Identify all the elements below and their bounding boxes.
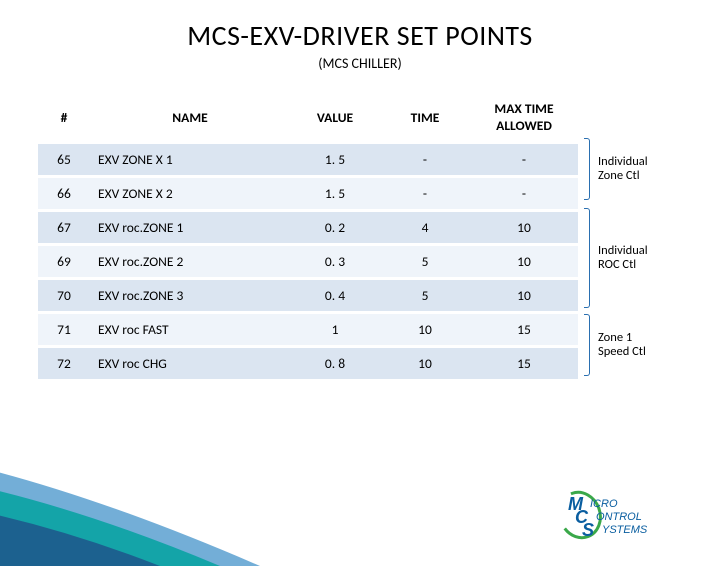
value-cell: 0. 3	[290, 246, 380, 277]
num-cell: 70	[38, 280, 90, 311]
logo-line3: YSTEMS	[602, 524, 648, 536]
table-row: 70EXV roc.ZONE 30. 4510	[38, 280, 578, 311]
page-subtitle: (MCS CHILLER)	[0, 55, 720, 72]
bracket	[584, 314, 590, 376]
value-cell: 1. 5	[290, 178, 380, 209]
svg-text:C: C	[575, 507, 589, 527]
num-cell: 66	[38, 178, 90, 209]
time-cell: -	[380, 178, 470, 209]
col-header-value: VALUE	[290, 93, 380, 141]
max-cell: 15	[470, 348, 578, 379]
col-header-max: MAX TIME ALLOWED	[470, 93, 578, 141]
table-row: 71EXV roc FAST11015	[38, 314, 578, 345]
max-cell: 10	[470, 280, 578, 311]
logo-line1: ICRO	[590, 498, 618, 510]
table-row: 72EXV roc CHG0. 81015	[38, 348, 578, 379]
logo-line2: ONTROL	[596, 511, 642, 523]
num-cell: 65	[38, 144, 90, 175]
num-cell: 71	[38, 314, 90, 345]
setpoints-table: # NAME VALUE TIME MAX TIME ALLOWED 65EXV…	[38, 90, 578, 382]
name-cell: EXV ZONE X 1	[90, 144, 290, 175]
num-cell: 67	[38, 212, 90, 243]
time-cell: 5	[380, 246, 470, 277]
value-cell: 1	[290, 314, 380, 345]
num-cell: 69	[38, 246, 90, 277]
max-cell: -	[470, 144, 578, 175]
main-content: # NAME VALUE TIME MAX TIME ALLOWED 65EXV…	[0, 90, 720, 382]
decorative-swoosh	[0, 448, 300, 568]
mcs-logo: M C S ICRO ONTROL YSTEMS	[558, 490, 698, 540]
time-cell: 10	[380, 314, 470, 345]
name-cell: EXV roc.ZONE 2	[90, 246, 290, 277]
svg-text:S: S	[582, 520, 594, 540]
num-cell: 72	[38, 348, 90, 379]
name-cell: EXV roc FAST	[90, 314, 290, 345]
max-cell: 10	[470, 246, 578, 277]
annotation-label: IndividualROC Ctl	[598, 244, 648, 273]
annotation-label: IndividualZone Ctl	[598, 155, 648, 184]
value-cell: 0. 2	[290, 212, 380, 243]
name-cell: EXV roc CHG	[90, 348, 290, 379]
time-cell: 5	[380, 280, 470, 311]
value-cell: 1. 5	[290, 144, 380, 175]
table-row: 66EXV ZONE X 21. 5--	[38, 178, 578, 209]
name-cell: EXV roc.ZONE 1	[90, 212, 290, 243]
table-header-row: # NAME VALUE TIME MAX TIME ALLOWED	[38, 93, 578, 141]
value-cell: 0. 8	[290, 348, 380, 379]
bracket	[584, 208, 590, 308]
value-cell: 0. 4	[290, 280, 380, 311]
col-header-num: #	[38, 93, 90, 141]
col-header-name: NAME	[90, 93, 290, 141]
table-row: 67EXV roc.ZONE 10. 2410	[38, 212, 578, 243]
bracket	[584, 138, 590, 200]
svg-text:M: M	[568, 494, 584, 514]
max-cell: 10	[470, 212, 578, 243]
name-cell: EXV roc.ZONE 3	[90, 280, 290, 311]
col-header-time: TIME	[380, 93, 470, 141]
time-cell: -	[380, 144, 470, 175]
max-cell: -	[470, 178, 578, 209]
name-cell: EXV ZONE X 2	[90, 178, 290, 209]
page-title: MCS-EXV-DRIVER SET POINTS	[0, 18, 720, 53]
table-row: 65EXV ZONE X 11. 5--	[38, 144, 578, 175]
table-row: 69EXV roc.ZONE 20. 3510	[38, 246, 578, 277]
annotation-label: Zone 1Speed Ctl	[598, 331, 646, 360]
time-cell: 4	[380, 212, 470, 243]
max-cell: 15	[470, 314, 578, 345]
time-cell: 10	[380, 348, 470, 379]
